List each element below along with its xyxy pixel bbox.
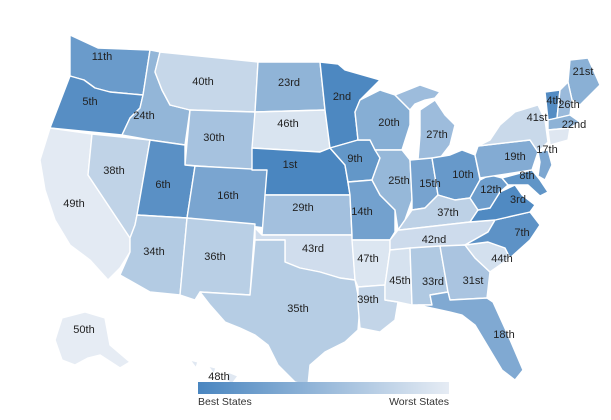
state-NY[interactable] <box>477 104 549 153</box>
state-CT[interactable] <box>547 127 571 146</box>
rank-label-VT: 4th <box>546 95 561 107</box>
rank-label-OK: 43rd <box>302 243 324 255</box>
rank-label-MT: 40th <box>192 76 213 88</box>
rank-label-AR: 47th <box>357 253 378 265</box>
rank-label-TX: 35th <box>287 303 308 315</box>
rank-label-WI: 20th <box>378 117 399 129</box>
state-FL[interactable] <box>417 291 524 381</box>
rank-label-OR: 5th <box>82 96 97 108</box>
state-SD[interactable] <box>251 109 331 153</box>
rank-label-CO: 16th <box>217 190 238 202</box>
rank-label-ID: 24th <box>133 110 154 122</box>
rank-label-NM: 36th <box>204 251 225 263</box>
rank-label-WY: 30th <box>203 132 224 144</box>
legend-best-label: Best States <box>198 396 252 408</box>
rank-label-MN: 2nd <box>333 91 351 103</box>
rank-label-IL: 25th <box>388 175 409 187</box>
rank-label-UT: 6th <box>155 179 170 191</box>
state-TX[interactable] <box>199 239 361 386</box>
rank-label-KY: 37th <box>437 207 458 219</box>
rank-label-TN: 42nd <box>422 234 446 246</box>
state-NC[interactable] <box>464 211 541 259</box>
rank-label-LA: 39th <box>357 294 378 306</box>
rank-label-NJ: 17th <box>536 144 557 156</box>
rank-label-ME: 21st <box>573 66 594 78</box>
rank-label-KS: 29th <box>292 202 313 214</box>
rank-label-NE: 1st <box>283 159 298 171</box>
rank-label-HI: 48th <box>208 371 229 383</box>
rank-label-NV: 38th <box>103 165 124 177</box>
rank-label-MI: 27th <box>426 129 447 141</box>
rank-label-FL: 18th <box>493 329 514 341</box>
state-NH[interactable] <box>556 81 573 119</box>
rank-labels: 11th 5th 49th 38th 24th 40th 30th 6th 34… <box>63 51 593 383</box>
rank-label-NC: 7th <box>514 227 529 239</box>
rank-label-SD: 46th <box>277 118 298 130</box>
rank-label-AL: 33rd <box>422 276 444 288</box>
rank-label-WV: 12th <box>480 184 501 196</box>
rank-label-MD: 8th <box>519 170 534 182</box>
rank-label-MS: 45th <box>389 275 410 287</box>
legend-gradient-bar <box>198 382 449 394</box>
rank-label-OH: 10th <box>452 169 473 181</box>
rank-label-NH: 26th <box>558 99 579 111</box>
legend: Best States Worst States <box>198 382 449 408</box>
rank-label-VA: 3rd <box>510 194 526 206</box>
state-NJ[interactable] <box>537 149 553 181</box>
rank-label-AZ: 34th <box>143 246 164 258</box>
state-shapes <box>39 34 601 386</box>
rank-label-IA: 9th <box>347 153 362 165</box>
legend-worst-label: Worst States <box>389 396 449 408</box>
state-AK[interactable] <box>54 311 131 369</box>
state-MD[interactable] <box>501 169 549 197</box>
rank-label-NY: 41st <box>527 112 548 124</box>
rank-label-CA: 49th <box>63 198 84 210</box>
rank-label-MA: 22nd <box>562 119 586 131</box>
rank-label-WA: 11th <box>92 51 113 63</box>
rank-label-GA: 31st <box>463 275 484 287</box>
rank-label-IN: 15th <box>419 178 440 190</box>
rank-label-PA: 19th <box>504 151 525 163</box>
rank-label-SC: 44th <box>491 253 512 265</box>
rank-label-ND: 23rd <box>278 77 300 89</box>
rank-label-AK: 50th <box>73 324 94 336</box>
state-MI[interactable] <box>394 84 456 161</box>
rank-label-MO: 14th <box>351 206 372 218</box>
